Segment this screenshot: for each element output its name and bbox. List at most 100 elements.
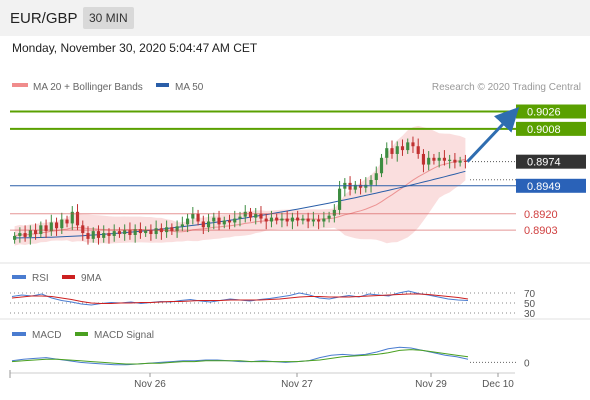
candle-body — [369, 180, 373, 185]
candle-body — [18, 233, 22, 236]
candle — [44, 219, 48, 238]
macd-tick-label: 0 — [524, 358, 530, 369]
candle — [102, 225, 106, 243]
ma50-legend-label: MA 50 — [175, 82, 204, 93]
candle — [280, 212, 284, 228]
candle — [390, 140, 394, 159]
candle-body — [290, 217, 294, 222]
candle-body — [175, 226, 179, 232]
macd-signal-legend-swatch — [75, 332, 88, 336]
candle — [23, 225, 27, 242]
candle — [117, 227, 122, 238]
candle-body — [248, 211, 253, 218]
candle — [254, 207, 258, 225]
candle — [112, 224, 116, 242]
candle-body — [374, 173, 378, 180]
candle-body — [186, 218, 190, 225]
macd-signal-line — [11, 349, 469, 365]
candle-body — [400, 146, 405, 151]
candle — [128, 222, 132, 240]
candle-body — [70, 211, 74, 224]
x-tick-label: Nov 26 — [134, 379, 166, 390]
candle-body — [311, 219, 315, 222]
candle — [206, 213, 211, 233]
candle — [96, 225, 101, 245]
level-label-support: 0.8949 — [527, 181, 561, 193]
candle — [222, 216, 226, 229]
level-label-box — [516, 104, 586, 119]
x-tick-label: Nov 27 — [281, 379, 313, 390]
timeframe-button[interactable]: 30 MIN — [83, 7, 134, 29]
candle — [34, 223, 38, 240]
candle — [400, 139, 405, 156]
candle — [421, 149, 426, 173]
candle — [453, 152, 457, 169]
candle — [144, 226, 148, 237]
candle-body — [75, 211, 80, 226]
x-axis: Nov 26 Nov 27 Nov 29 Dec 10 — [9, 370, 514, 390]
candle-body — [128, 230, 132, 235]
level-label-red: 0.8903 — [524, 225, 558, 237]
candle — [75, 204, 80, 231]
level-label-resistance: 0.9026 — [527, 107, 561, 119]
rsi-legend-label: RSI — [32, 273, 49, 284]
level-label-resistance: 0.9008 — [527, 124, 561, 136]
candle — [86, 226, 90, 245]
candle-body — [13, 235, 17, 240]
candle-body — [212, 217, 216, 222]
candle — [432, 153, 436, 165]
candle-body — [395, 146, 399, 154]
candle-body — [301, 218, 305, 221]
candle-body — [227, 220, 232, 223]
x-tick-label: Nov 29 — [415, 379, 447, 390]
candle-body — [180, 224, 184, 227]
candle — [379, 153, 384, 178]
rsi-tick-label: 70 — [524, 289, 536, 300]
candle — [369, 175, 373, 193]
candle-body — [411, 142, 415, 147]
9ma-legend-swatch — [62, 275, 75, 279]
candle-body — [81, 225, 85, 234]
candle — [275, 213, 279, 225]
candle-body — [296, 217, 300, 221]
level-label-box — [516, 154, 586, 169]
candle — [180, 216, 184, 232]
candle — [322, 211, 326, 228]
chart-header: EUR/GBP 30 MIN — [0, 0, 590, 36]
candle-body — [280, 218, 284, 221]
candle — [227, 214, 232, 230]
candle-body — [23, 233, 27, 237]
candle-body — [149, 230, 153, 235]
level-label-box — [516, 178, 586, 193]
candle-body — [353, 184, 357, 190]
candle — [49, 214, 53, 236]
level-label-last: 0.8974 — [527, 157, 561, 169]
candle — [385, 142, 389, 165]
level-label-box — [516, 121, 586, 136]
candle — [186, 213, 190, 233]
candle — [374, 166, 378, 186]
candle-body — [406, 142, 410, 151]
candle — [54, 217, 59, 236]
candle — [416, 138, 420, 159]
candle — [427, 151, 431, 171]
level-lines: 0.9026 0.9008 0.8974 0.8949 0.8920 0.8903 — [10, 104, 586, 237]
candle-body — [133, 229, 137, 235]
chart-timestamp: Monday, November 30, 2020 5:04:47 AM CET — [12, 41, 258, 55]
candle-body — [379, 157, 384, 174]
candle — [442, 150, 446, 166]
candle-body — [217, 217, 221, 225]
level-label-red: 0.8920 — [524, 209, 558, 221]
candle — [191, 207, 195, 225]
candle-body — [421, 153, 426, 165]
candle — [411, 136, 415, 153]
candle — [353, 180, 357, 194]
candle — [463, 154, 467, 169]
candle — [259, 206, 263, 224]
candle-body — [327, 215, 331, 219]
candle-body — [442, 157, 446, 161]
candle — [306, 212, 310, 229]
candle — [395, 141, 399, 162]
